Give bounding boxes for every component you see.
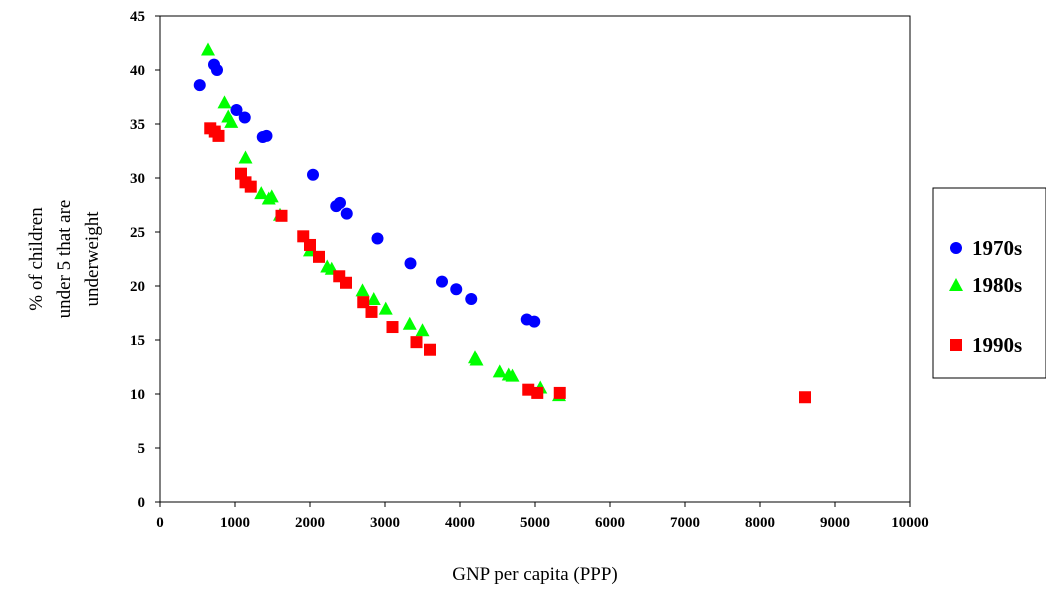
x-tick-label: 6000 <box>595 515 625 531</box>
data-point-triangle <box>355 283 370 297</box>
y-tick-label: 35 <box>130 117 145 133</box>
data-point-triangle <box>402 316 417 330</box>
y-tick-label: 40 <box>130 63 145 79</box>
data-point-circle <box>340 207 353 220</box>
y-tick-label: 25 <box>130 225 145 241</box>
legend-item-1970s: 1970s <box>950 236 1022 260</box>
data-point-triangle <box>224 114 239 128</box>
y-tick-label: 30 <box>130 171 145 187</box>
data-point-triangle <box>469 352 484 366</box>
x-tick-label: 2000 <box>295 515 325 531</box>
data-point-circle <box>230 103 243 116</box>
data-point-circle <box>404 257 417 270</box>
data-points <box>193 42 811 404</box>
legend-item-1980s: 1980s <box>949 273 1022 297</box>
data-point-square <box>313 250 325 263</box>
legend-label: 1970s <box>972 236 1022 260</box>
data-point-circle <box>334 196 346 209</box>
data-point-circle <box>528 315 541 328</box>
legend-marker-circle <box>950 242 962 254</box>
data-point-triangle <box>415 323 430 337</box>
x-axis: 0 1000 2000 3000 4000 5000 6000 7000 8000 9000 100… <box>156 502 929 531</box>
legend: 1970s 1980s 1990s <box>932 187 1046 379</box>
legend-marker-square <box>950 339 962 351</box>
data-point-triangle <box>378 301 393 315</box>
data-point-triangle <box>238 150 253 164</box>
data-point-circle <box>371 232 384 245</box>
data-point-square <box>340 276 352 289</box>
legend-marker-triangle <box>949 278 963 291</box>
data-point-square <box>365 305 378 318</box>
data-point-triangle <box>492 364 507 378</box>
data-point-square <box>799 391 811 404</box>
y-tick-label: 15 <box>130 333 145 349</box>
data-point-square <box>531 386 544 399</box>
data-point-square <box>424 343 436 356</box>
data-point-circle <box>436 275 448 288</box>
y-tick-label: 0 <box>138 495 146 511</box>
y-tick-label: 45 <box>130 9 145 25</box>
x-tick-label: 7000 <box>670 515 700 531</box>
y-tick-label: 20 <box>130 279 145 295</box>
data-point-triangle <box>201 42 215 56</box>
data-point-square <box>212 129 225 142</box>
series-1970s <box>193 58 541 328</box>
y-axis-title-line-3: underweight <box>82 211 103 307</box>
legend-label: 1980s <box>972 273 1022 297</box>
data-point-triangle <box>505 368 520 382</box>
data-point-circle <box>450 283 463 296</box>
data-point-square <box>357 296 370 309</box>
data-point-triangle <box>217 95 232 109</box>
data-point-circle <box>465 292 478 305</box>
data-point-circle <box>260 129 273 142</box>
data-point-circle <box>238 111 251 124</box>
x-tick-label: 1000 <box>220 515 250 531</box>
data-point-triangle <box>366 291 381 305</box>
data-point-circle <box>307 168 319 181</box>
data-point-square <box>304 238 316 251</box>
x-tick-label: 10000 <box>891 515 929 531</box>
data-point-circle <box>193 79 206 92</box>
y-axis: 0 5 10 15 20 25 30 35 40 45 <box>130 9 160 511</box>
data-point-square <box>244 180 257 193</box>
legend-item-1990s: 1990s <box>950 333 1022 357</box>
x-tick-label: 3000 <box>370 515 400 531</box>
data-point-square <box>386 321 399 334</box>
x-tick-label: 9000 <box>820 515 850 531</box>
x-tick-label: 4000 <box>445 515 475 531</box>
y-tick-label: 10 <box>130 387 145 403</box>
y-axis-title-line-2: under 5 that are <box>54 200 75 319</box>
y-tick-label: 5 <box>138 441 146 457</box>
data-point-square <box>553 386 566 399</box>
data-point-circle <box>211 64 223 76</box>
y-axis-title-line-1: % of children <box>26 207 47 311</box>
x-tick-label: 5000 <box>520 515 550 531</box>
plot-area <box>159 15 911 503</box>
data-point-square <box>410 336 423 349</box>
x-tick-label: 0 <box>156 515 164 531</box>
data-point-square <box>275 209 288 222</box>
series-1990s <box>204 122 811 404</box>
legend-label: 1990s <box>972 333 1022 357</box>
x-tick-label: 8000 <box>745 515 775 531</box>
y-axis-title: % of children under 5 that are underweig… <box>26 200 103 319</box>
x-axis-title: GNP per capita (PPP) <box>452 564 618 585</box>
data-point-triangle <box>264 189 279 203</box>
data-point-triangle <box>254 186 269 200</box>
